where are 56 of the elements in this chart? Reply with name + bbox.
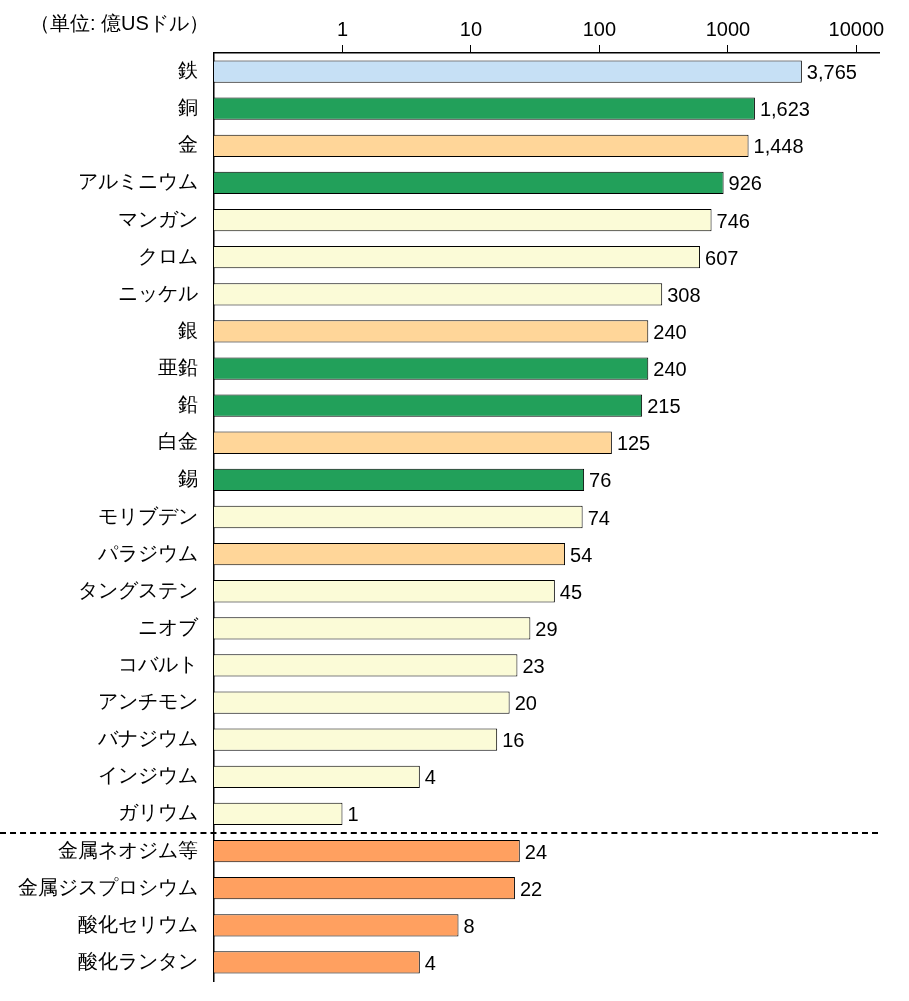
y-tick-label: タングステン: [78, 578, 198, 601]
data-label: 8: [463, 914, 475, 937]
data-label: 24: [524, 840, 548, 863]
y-tick-label: インジウム: [98, 764, 198, 787]
y-tick-label: 亜鉛: [158, 356, 198, 379]
x-tick-label: 1000: [705, 17, 751, 40]
y-tick-label: パラジウム: [97, 541, 198, 564]
data-label: 4: [424, 951, 436, 974]
y-tick-label: 鉄: [178, 59, 198, 82]
data-label: 215: [647, 395, 681, 418]
y-tick-label: バナジウム: [97, 727, 198, 750]
y-tick-label: 銅: [178, 96, 198, 119]
y-tick-label: コバルト: [118, 653, 198, 675]
data-label: 1: [347, 803, 359, 826]
data-label: 74: [587, 506, 610, 529]
y-tick-label: ニオブ: [138, 615, 199, 638]
data-label: 1,623: [759, 98, 810, 121]
data-label: 308: [667, 283, 701, 306]
data-label: 240: [653, 320, 687, 343]
data-label: 29: [535, 617, 558, 640]
y-tick-label: 金: [178, 133, 198, 156]
data-label: 45: [559, 580, 583, 603]
data-label: 240: [653, 358, 687, 381]
data-label: 607: [705, 246, 739, 269]
y-tick-label: マンガン: [118, 207, 198, 230]
y-tick-label: 錫: [178, 467, 198, 490]
y-tick-label: アンチモン: [98, 690, 198, 713]
data-label: 20: [514, 692, 537, 715]
data-label: 125: [616, 432, 651, 455]
x-tick-label: 1: [336, 17, 349, 40]
y-tick-label: 白金: [158, 430, 198, 453]
x-tick-label: 10: [459, 17, 483, 40]
data-label: 22: [519, 877, 543, 900]
data-label: 23: [522, 655, 545, 677]
data-label: 16: [502, 729, 525, 752]
data-label: 76: [589, 469, 612, 492]
y-tick-label: ガリウム: [118, 801, 198, 824]
y-tick-label: 銀: [178, 318, 198, 341]
data-label: 1,448: [753, 135, 804, 158]
chart-title: （単位: 億USドル）: [30, 11, 209, 36]
y-tick-label: モリブデン: [98, 504, 198, 527]
y-tick-label: ニッケル: [118, 281, 198, 304]
x-tick-label: 10000: [828, 17, 885, 40]
data-label: 4: [424, 766, 436, 789]
y-tick-label: クロム: [138, 244, 198, 267]
y-tick-label: 鉛: [178, 393, 198, 416]
data-label: 926: [728, 172, 762, 195]
y-tick-label: 酸化セリウム: [78, 912, 198, 935]
y-tick-label: アルミニウム: [78, 170, 198, 193]
y-tick-label: 酸化ランタン: [78, 949, 198, 972]
y-tick-label: 金属ジスプロシウム: [18, 875, 198, 898]
x-tick-label: 100: [582, 17, 617, 40]
data-label: 54: [570, 543, 593, 566]
data-label: 3,765: [806, 61, 857, 84]
y-tick-label: 金属ネオジム等: [58, 838, 198, 861]
data-label: 746: [716, 209, 750, 232]
